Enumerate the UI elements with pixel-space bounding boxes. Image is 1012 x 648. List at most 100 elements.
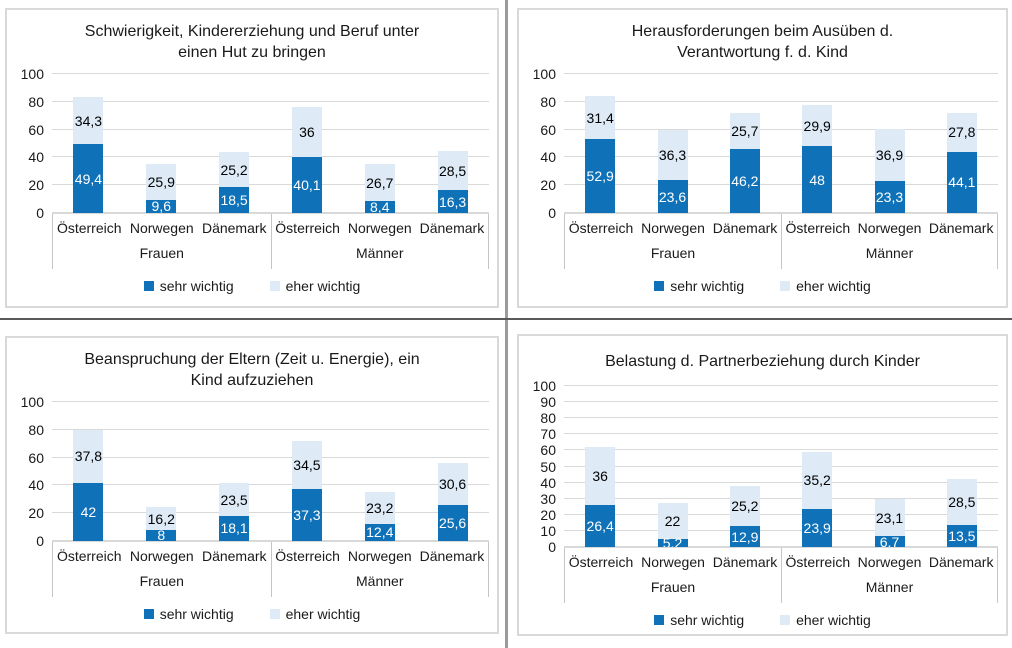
value-label: 35,2 <box>803 472 831 489</box>
segment-eher-wichtig: 27,8 <box>946 113 977 152</box>
grid-line <box>564 481 998 483</box>
grid-line <box>52 184 489 186</box>
segment-eher-wichtig: 30,6 <box>437 462 468 506</box>
legend-item: eher wichtig <box>269 278 360 294</box>
stacked-bar: 34,3 49,4 <box>73 96 104 213</box>
y-tick-label: 60 <box>540 121 556 138</box>
value-label: 25,2 <box>731 497 759 514</box>
y-tick-label: 0 <box>36 533 44 549</box>
grid-line <box>564 513 998 515</box>
x-axis-group: Österreich Norwegen Dänemark Männer <box>270 542 489 597</box>
stacked-bar: 25,7 46,2 <box>729 113 760 213</box>
group-label: Frauen <box>139 245 184 261</box>
value-label: 23,6 <box>658 188 687 205</box>
grid-line <box>52 540 489 541</box>
stacked-bar: 35,2 23,9 <box>802 451 833 547</box>
grid-line <box>564 529 998 531</box>
plot-area: 34,3 49,4 25,9 9,6 25,2 18,5 36 40,1 26,7 8,4 28,5… <box>52 73 489 215</box>
category-label: Norwegen <box>347 547 412 564</box>
category-label: Dänemark <box>928 553 994 570</box>
stacked-bar: 26,7 8,4 <box>364 164 395 215</box>
value-label: 52,9 <box>586 168 614 185</box>
stacked-bar: 30,6 25,6 <box>437 462 468 541</box>
y-tick-label: 40 <box>540 149 556 166</box>
value-label: 37,3 <box>293 507 321 524</box>
stacked-bar: 36,3 23,6 <box>657 129 688 213</box>
value-label: 12,4 <box>366 524 394 541</box>
group-label: Frauen <box>650 579 696 595</box>
legend-item: eher wichtig <box>269 606 361 622</box>
value-label: 23,1 <box>875 509 904 526</box>
x-axis: Österreich Norwegen Dänemark Frauen Österrei… <box>52 213 489 269</box>
stacked-bar: 22 5,2 <box>657 503 688 551</box>
segment-eher-wichtig: 16,2 <box>146 507 177 530</box>
value-label: 23,9 <box>803 519 831 536</box>
stacked-bar: 36,9 23,3 <box>874 129 905 213</box>
value-label: 23,5 <box>220 491 248 508</box>
category-label: Österreich <box>568 553 634 570</box>
grid-line <box>52 484 489 486</box>
chart-partnership-burden: Belastung d. Partnerbeziehung durch Kind… <box>517 334 1008 636</box>
stacked-bar: 23,2 12,4 <box>364 491 395 541</box>
segment-eher-wichtig: 34,5 <box>291 441 322 490</box>
y-axis: 0 20 40 60 80 100 <box>9 66 52 221</box>
segment-eher-wichtig: 25,9 <box>146 163 177 200</box>
segment-eher-wichtig: 34,3 <box>73 96 104 145</box>
value-label: 42 <box>80 503 97 520</box>
category-label: Dänemark <box>201 547 267 564</box>
segment-sehr-wichtig: 13,5 <box>946 525 977 547</box>
y-tick-label: 50 <box>540 458 556 475</box>
legend-label: sehr wichtig <box>670 278 745 294</box>
x-axis-group: Österreich Norwegen Dänemark Frauen <box>52 542 271 597</box>
segment-eher-wichtig: 36 <box>291 107 322 158</box>
legend-item: sehr wichtig <box>654 278 744 294</box>
value-label: 28,5 <box>948 494 976 511</box>
chart-title-text: Belastung d. Partnerbeziehung durch Kind… <box>605 352 920 370</box>
chart-title-text: Beanspruchung der Eltern (Zeit u. Energi… <box>84 351 420 389</box>
y-tick-label: 20 <box>28 505 44 522</box>
segment-sehr-wichtig: 46,2 <box>729 148 760 213</box>
legend-label: eher wichtig <box>285 606 361 622</box>
legend-item: sehr wichtig <box>143 278 234 294</box>
chart-title-text: Schwierigkeit, Kindererziehung und Beruf… <box>84 23 420 61</box>
value-label: 40,1 <box>293 177 321 194</box>
group-label: Frauen <box>650 245 696 261</box>
value-label: 27,8 <box>948 124 976 141</box>
value-label: 29,9 <box>803 117 831 134</box>
value-label: 46,2 <box>731 172 759 189</box>
value-label: 26,7 <box>366 174 394 191</box>
legend-label: sehr wichtig <box>670 612 745 628</box>
value-label: 49,4 <box>74 170 103 187</box>
segment-sehr-wichtig: 12,9 <box>729 526 760 547</box>
row-divider <box>0 318 1012 320</box>
y-tick-label: 80 <box>540 410 556 427</box>
y-tick-label: 100 <box>532 378 556 394</box>
category-label: Norwegen <box>129 219 194 236</box>
plot-area: 31,4 52,9 36,3 23,6 25,7 46,2 29,9 48 36,9 23,3 27… <box>564 73 998 213</box>
segment-sehr-wichtig: 25,6 <box>437 505 468 541</box>
value-label: 25,9 <box>147 173 175 190</box>
legend-item: sehr wichtig <box>143 606 234 622</box>
segment-sehr-wichtig: 8,4 <box>364 199 395 215</box>
grid-line <box>564 100 998 102</box>
value-label: 30,6 <box>438 476 467 493</box>
stacked-bar: 34,5 37,3 <box>291 441 322 541</box>
y-tick-label: 100 <box>20 66 44 82</box>
grid-line <box>52 212 489 213</box>
legend-label: sehr wichtig <box>159 606 234 622</box>
y-tick-label: 80 <box>540 93 556 110</box>
y-tick-label: 30 <box>540 490 556 507</box>
value-label: 12,9 <box>731 528 759 545</box>
legend: sehr wichtig eher wichtig <box>519 603 1006 637</box>
segment-sehr-wichtig: 42 <box>73 482 104 541</box>
category-label: Norwegen <box>857 553 922 570</box>
value-label: 48 <box>809 171 825 188</box>
segment-sehr-wichtig: 48 <box>802 146 833 213</box>
y-tick-label: 70 <box>540 426 556 443</box>
category-label: Österreich <box>275 547 340 564</box>
category-label: Österreich <box>785 553 851 570</box>
group-label: Männer <box>865 245 914 261</box>
value-label: 16,2 <box>147 510 175 527</box>
group-label: Männer <box>356 573 404 589</box>
y-tick-label: 0 <box>548 205 556 221</box>
